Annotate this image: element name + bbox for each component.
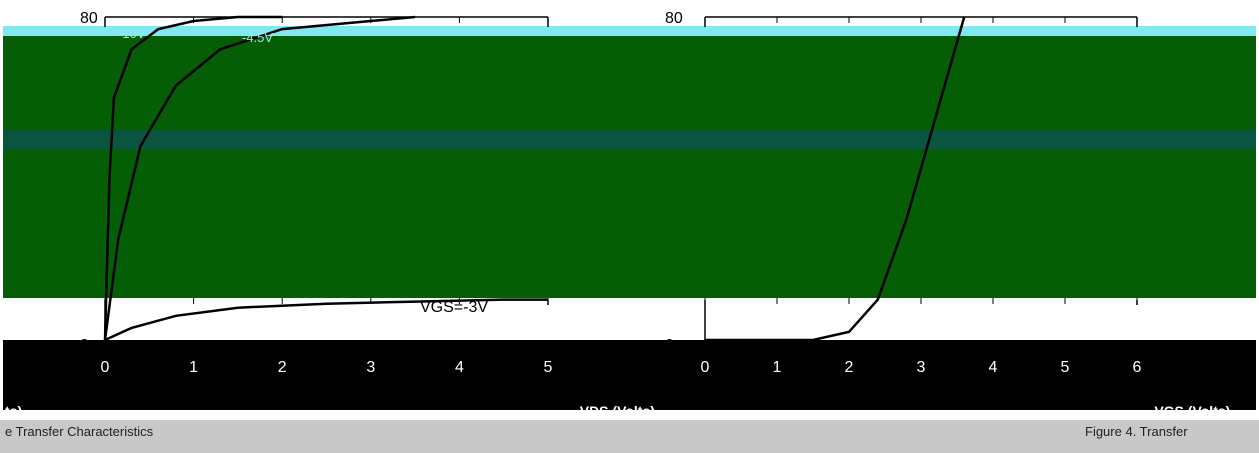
series-line [104,298,548,342]
x-tick-label: 2 [278,359,287,376]
y-tick-label: 0 [80,337,89,354]
chart-transfer-characteristics: 0 1 2 3 4 5 6 0 80 -VGS (Volts) [665,10,1230,419]
caption-strip [0,420,1259,453]
x-tick-label: 3 [917,359,926,376]
x-tick-label: 4 [989,359,998,376]
curve-label: VGS=-3V [420,299,488,316]
x-axis-title: -VGS (Volts) [1150,403,1231,419]
curve-label: -4.5V [242,30,273,45]
curve-label: -10V [118,26,146,41]
x-tick-label: 2 [845,359,854,376]
x-tick-label: 4 [455,359,464,376]
x-tick-label: 0 [701,359,710,376]
y-tick-label: 0 [665,337,674,354]
x-tick-label: 5 [544,359,553,376]
right-caption: Figure 4. Transfer [1085,424,1188,439]
x-tick-label: 1 [189,359,198,376]
series-line [103,15,416,341]
x-tick-label: 0 [101,359,110,376]
left-caption: e Transfer Characteristics [5,424,154,439]
x-tick-label: 1 [773,359,782,376]
x-tick-label: 3 [366,359,375,376]
green-overlay-panel [3,26,1256,298]
chart-output-characteristics: 0 1 2 3 4 5 0 80 -10V -4.5V VGS=-3V -VDS (Volts) [80,10,655,419]
axis-label-band [3,340,1256,410]
x-tick-label: 5 [1061,359,1070,376]
left-axis-fragment: ts) [5,403,22,419]
series-line [103,15,283,341]
x-axis-title: -VDS (Volts) [575,403,655,419]
overlay-band [3,130,1256,150]
y-tick-label: 80 [80,10,98,27]
series-line [705,16,966,342]
y-tick-label: 80 [665,10,683,27]
x-tick-label: 6 [1133,359,1142,376]
